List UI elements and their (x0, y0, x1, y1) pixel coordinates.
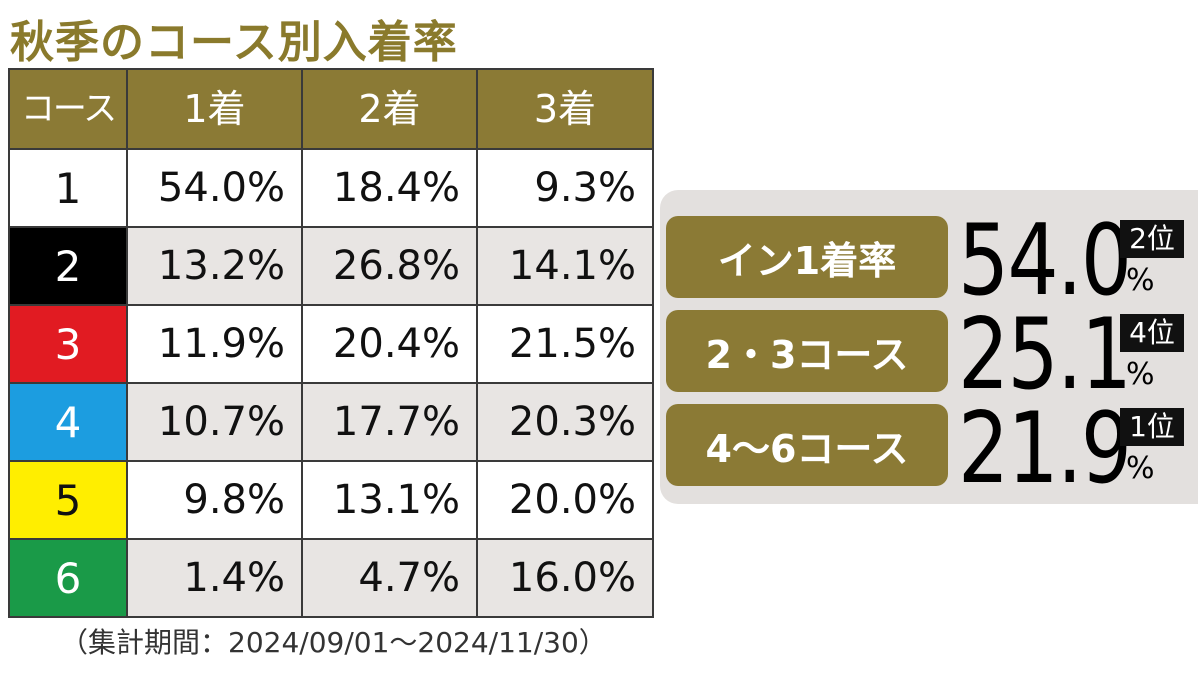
summary-value-inside-win: 54.0 (958, 204, 1132, 318)
table-row: 4 10.7% 17.7% 20.3% (8, 382, 654, 462)
table-header-row: コース 1着 2着 3着 (8, 68, 654, 150)
third-place-rate-cell: 20.3% (476, 382, 654, 462)
course-number-cell: 3 (8, 304, 128, 384)
header-course: コース (8, 68, 128, 150)
summary-label-course-4-6: 4〜6コース (666, 404, 948, 486)
course-number-cell: 5 (8, 460, 128, 540)
table-row: 3 11.9% 20.4% 21.5% (8, 304, 654, 384)
first-place-rate-cell: 54.0% (126, 148, 303, 228)
third-place-rate-cell: 16.0% (476, 538, 654, 618)
first-place-rate-cell: 11.9% (126, 304, 303, 384)
second-place-rate-cell: 4.7% (301, 538, 478, 618)
chart-title: 秋季のコース別入着率 (10, 17, 458, 68)
table-row: 2 13.2% 26.8% 14.1% (8, 226, 654, 306)
first-place-rate-cell: 1.4% (126, 538, 303, 618)
first-place-rate-cell: 9.8% (126, 460, 303, 540)
course-number-cell: 2 (8, 226, 128, 306)
summary-label-course-2-3: 2・3コース (666, 310, 948, 392)
second-place-rate-cell: 26.8% (301, 226, 478, 306)
header-2nd: 2着 (301, 68, 478, 150)
second-place-rate-cell: 17.7% (301, 382, 478, 462)
third-place-rate-cell: 21.5% (476, 304, 654, 384)
summary-unit-course-2-3: % (1126, 357, 1155, 392)
summary-value-course-4-6: 21.9 (958, 392, 1132, 506)
third-place-rate-cell: 14.1% (476, 226, 654, 306)
summary-label-inside-win: イン1着率 (666, 216, 948, 298)
summary-rank-inside-win: 2位 (1120, 220, 1184, 258)
first-place-rate-cell: 13.2% (126, 226, 303, 306)
second-place-rate-cell: 20.4% (301, 304, 478, 384)
course-number-cell: 1 (8, 148, 128, 228)
course-stats-table: コース 1着 2着 3着 1 54.0% 18.4% 9.3% 2 13.2% 26.8% 1… (8, 68, 654, 618)
table-row: 5 9.8% 13.1% 20.0% (8, 460, 654, 540)
table-row: 6 1.4% 4.7% 16.0% (8, 538, 654, 618)
header-3rd: 3着 (476, 68, 654, 150)
course-number-cell: 4 (8, 382, 128, 462)
third-place-rate-cell: 9.3% (476, 148, 654, 228)
summary-rank-course-2-3: 4位 (1120, 314, 1184, 352)
summary-rank-course-4-6: 1位 (1120, 408, 1184, 446)
second-place-rate-cell: 18.4% (301, 148, 478, 228)
second-place-rate-cell: 13.1% (301, 460, 478, 540)
third-place-rate-cell: 20.0% (476, 460, 654, 540)
summary-value-course-2-3: 25.1 (958, 298, 1132, 412)
footnote-period: （集計期間：2024/09/01〜2024/11/30） (60, 626, 607, 659)
table-row: 1 54.0% 18.4% 9.3% (8, 148, 654, 228)
summary-unit-course-4-6: % (1126, 451, 1155, 486)
summary-unit-inside-win: % (1126, 263, 1155, 298)
course-number-cell: 6 (8, 538, 128, 618)
header-1st: 1着 (126, 68, 303, 150)
first-place-rate-cell: 10.7% (126, 382, 303, 462)
